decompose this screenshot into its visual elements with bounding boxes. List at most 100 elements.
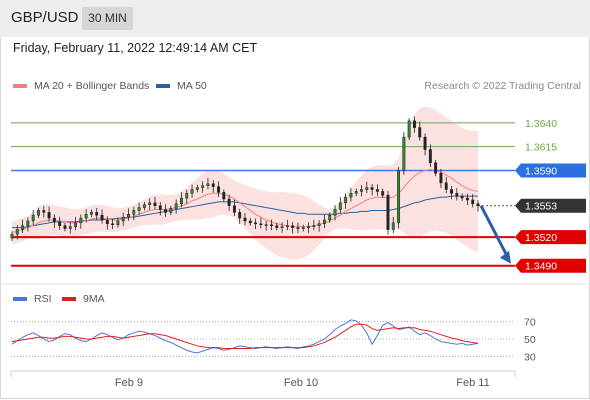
chart-datetime: Friday, February 11, 2022 12:49:14 AM CE… xyxy=(13,41,258,55)
candle-body xyxy=(217,186,220,193)
candle-body xyxy=(185,193,189,199)
candle-body xyxy=(190,189,194,194)
candle-body xyxy=(354,191,358,194)
candle-body xyxy=(375,189,379,192)
rsi-line xyxy=(11,319,479,354)
candle-body xyxy=(402,136,406,171)
candle-body xyxy=(148,202,152,205)
candle-body xyxy=(344,196,348,204)
x-tick-label: Feb 9 xyxy=(115,377,143,389)
ma50-swatch xyxy=(156,84,170,88)
candle-body xyxy=(21,225,25,230)
candle-body xyxy=(111,223,115,226)
legend-ma20-label: MA 20 + Bollinger Bands xyxy=(34,80,150,92)
level-tag xyxy=(515,258,586,273)
timeframe-button[interactable]: 30 MIN xyxy=(82,7,133,30)
candle-body xyxy=(397,170,401,224)
level-label: 1.3490 xyxy=(525,261,557,273)
candle-body xyxy=(280,226,284,228)
candle-body xyxy=(275,225,279,228)
candle-body xyxy=(105,219,109,225)
legend-ma50-label: MA 50 xyxy=(177,80,207,92)
candle-body xyxy=(285,225,289,227)
level-label: 1.3615 xyxy=(525,142,557,154)
candle-body xyxy=(322,219,326,225)
x-tick-label: Feb 10 xyxy=(284,377,318,389)
candle-body xyxy=(312,225,316,227)
legend-9ma: 9MA xyxy=(62,293,105,305)
candle-body xyxy=(291,225,295,228)
candle-body xyxy=(158,205,162,210)
level-label: 1.3553 xyxy=(525,201,557,213)
candle-body xyxy=(121,216,125,222)
candle-body xyxy=(418,127,422,138)
candle-body xyxy=(413,120,416,128)
header-bar: GBP/USD 30 MIN xyxy=(0,0,590,37)
candle-body xyxy=(259,223,263,226)
level-label: 1.3590 xyxy=(525,165,557,177)
candle-body xyxy=(439,173,443,184)
rsi-tick-label: 70 xyxy=(524,317,536,329)
candle-body xyxy=(31,214,35,222)
candle-body xyxy=(84,214,88,219)
candle-body xyxy=(174,203,178,209)
candle-body xyxy=(296,227,300,229)
candle-body xyxy=(238,212,242,219)
level-tag xyxy=(515,163,586,178)
candle-body xyxy=(338,202,342,210)
level-label: 1.3520 xyxy=(525,232,557,244)
candle-body xyxy=(317,223,321,226)
ma9-line xyxy=(11,323,479,350)
candle-body xyxy=(222,192,226,200)
candle-body xyxy=(264,224,268,226)
candle-body xyxy=(164,209,168,213)
candle-body xyxy=(365,187,369,190)
candle-body xyxy=(248,220,252,224)
candle-body xyxy=(47,212,51,219)
legend-ma20: MA 20 + Bollinger Bands xyxy=(13,80,149,92)
candle-body xyxy=(434,162,438,174)
candle-body xyxy=(370,187,374,190)
forecast-arrow-shaft xyxy=(479,205,510,259)
candle-body xyxy=(232,205,236,213)
candle-body xyxy=(455,193,459,197)
rsi-tick-label: 30 xyxy=(524,351,536,363)
candle-body xyxy=(116,220,120,225)
candle-body xyxy=(243,217,247,222)
candle-body xyxy=(195,187,199,190)
ma20-swatch xyxy=(13,84,27,88)
credit-text: Research © 2022 Trading Central xyxy=(424,80,581,92)
candle-body xyxy=(89,212,93,215)
candle-body xyxy=(95,212,99,216)
candle-body xyxy=(137,207,141,211)
candle-body xyxy=(206,183,210,186)
candle-body xyxy=(428,149,432,164)
candle-body xyxy=(153,202,157,206)
candle-body xyxy=(423,136,427,150)
candle-body xyxy=(52,217,56,223)
forecast-arrow-head xyxy=(500,250,511,264)
legend-rsi: RSI xyxy=(13,293,52,305)
candle-body xyxy=(460,195,464,199)
candle-body xyxy=(450,189,453,194)
candle-body xyxy=(68,226,72,229)
candle-body xyxy=(15,229,19,235)
candle-body xyxy=(307,226,310,228)
candle-body xyxy=(74,222,77,227)
candle-body xyxy=(10,234,14,239)
candle-body xyxy=(301,227,305,229)
rsi-tick-label: 50 xyxy=(524,334,536,346)
candle-body xyxy=(58,221,62,226)
candle-body xyxy=(360,189,363,192)
candle-body xyxy=(63,225,67,229)
ma20-line xyxy=(11,168,479,233)
instrument-title: GBP/USD xyxy=(11,9,79,26)
candle-body xyxy=(381,191,385,196)
legend-ma50: MA 50 xyxy=(156,80,207,92)
candle-body xyxy=(127,214,130,218)
candle-body xyxy=(476,203,480,206)
candle-body xyxy=(132,210,136,215)
legend-rsi-label: RSI xyxy=(34,293,52,305)
candle-body xyxy=(471,199,475,205)
